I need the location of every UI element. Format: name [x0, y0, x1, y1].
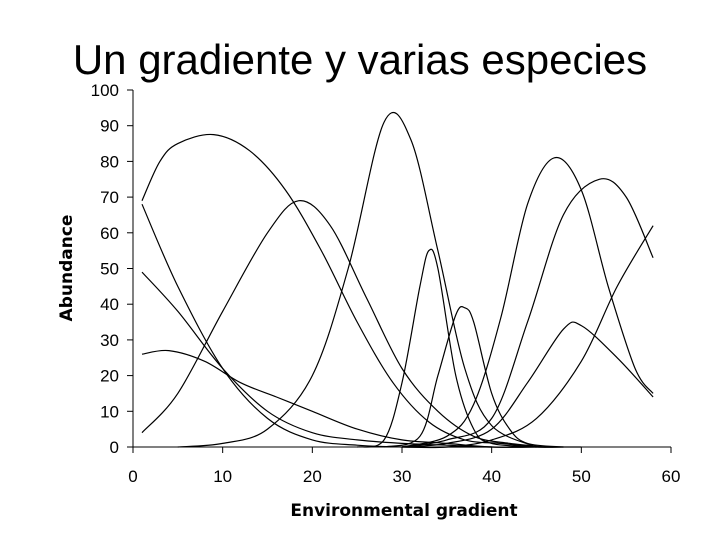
y-tick-label: 10 — [100, 402, 119, 421]
species-curve-7 — [357, 248, 537, 448]
y-tick-label: 60 — [100, 224, 119, 243]
y-tick-label: 20 — [100, 367, 119, 386]
species-curve-4 — [141, 133, 564, 448]
x-ticks: 0 10 20 30 40 50 60 — [128, 447, 680, 486]
x-tick-label: 40 — [482, 467, 501, 486]
y-ticks: 0 10 20 30 40 50 60 70 80 90 100 — [91, 81, 133, 457]
species-curve-3 — [141, 349, 537, 448]
plot-area — [141, 111, 654, 449]
y-tick-label: 30 — [100, 331, 119, 350]
species-curve-6 — [177, 111, 537, 448]
species-curve-1 — [141, 203, 492, 448]
y-tick-label: 80 — [100, 152, 119, 171]
species-curve-11 — [401, 321, 654, 448]
x-tick-label: 0 — [128, 467, 137, 486]
y-axis: 0 10 20 30 40 50 60 70 80 90 100 — [91, 81, 134, 457]
species-curve-10 — [401, 178, 654, 448]
y-tick-label: 100 — [91, 81, 119, 100]
y-tick-label: 50 — [100, 260, 119, 279]
y-axis-label: Abundance — [57, 215, 77, 322]
species-curve-9 — [401, 157, 654, 448]
x-axis: 0 10 20 30 40 50 60 — [128, 446, 680, 486]
y-tick-label: 90 — [100, 117, 119, 136]
species-curve-12 — [401, 225, 654, 449]
x-axis-label: Environmental gradient — [290, 501, 517, 521]
y-tick-label: 0 — [110, 438, 119, 457]
y-tick-label: 40 — [100, 295, 119, 314]
y-tick-label: 70 — [100, 188, 119, 207]
x-tick-label: 30 — [393, 467, 412, 486]
x-tick-label: 60 — [662, 467, 681, 486]
species-curve-5 — [141, 200, 546, 448]
species-curve-8 — [383, 305, 564, 448]
x-tick-label: 50 — [572, 467, 591, 486]
x-tick-label: 20 — [303, 467, 322, 486]
page-title: Un gradiente y varias especies — [72, 36, 648, 83]
x-tick-label: 10 — [213, 467, 232, 486]
